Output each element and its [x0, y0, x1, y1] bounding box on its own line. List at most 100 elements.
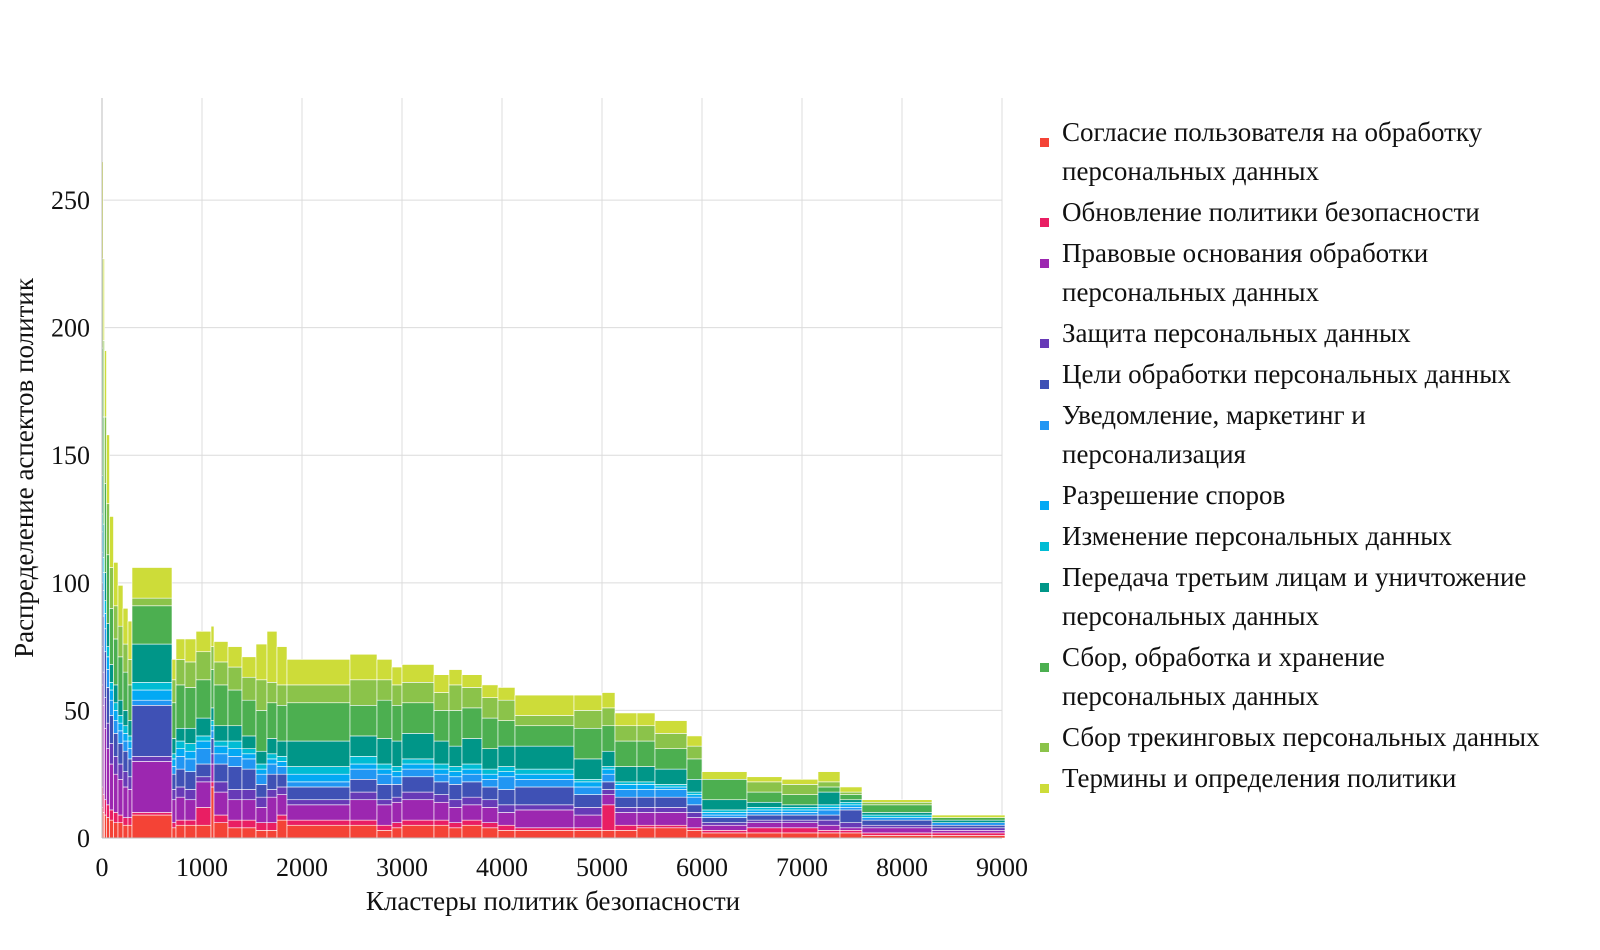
- bar-segment: [746, 812, 783, 816]
- bar-segment: [636, 712, 656, 727]
- bar-segment: [573, 830, 603, 839]
- bar-segment: [117, 656, 124, 701]
- bar-segment: [104, 613, 107, 630]
- bar-segment: [861, 814, 933, 818]
- bar-segment: [746, 801, 783, 808]
- bar-segment: [241, 748, 257, 755]
- legend-swatch: [1040, 663, 1049, 672]
- bar-segment: [931, 814, 1006, 818]
- bar-segment: [686, 830, 703, 839]
- bar-segment: [614, 725, 638, 742]
- bar-cluster: [286, 659, 351, 839]
- bar-segment: [122, 608, 129, 645]
- bar-segment: [497, 830, 516, 839]
- bar-segment: [433, 674, 450, 693]
- bar-segment: [636, 796, 656, 808]
- y-tick-label: 200: [51, 314, 90, 343]
- bar-segment: [171, 702, 177, 739]
- bar-segment: [448, 799, 463, 808]
- bar-segment: [401, 733, 435, 760]
- bar-segment: [376, 830, 393, 839]
- bar-segment: [746, 832, 783, 839]
- bar-segment: [448, 745, 463, 767]
- bar-segment: [213, 753, 229, 765]
- bar-segment: [481, 768, 499, 775]
- bar-segment: [746, 814, 783, 821]
- bar-segment: [601, 789, 616, 795]
- bar-segment: [131, 567, 173, 599]
- bar-segment: [210, 720, 215, 727]
- bar-segment: [601, 794, 616, 806]
- bar-segment: [241, 768, 257, 790]
- bar-segment: [255, 679, 268, 711]
- bar-segment: [266, 753, 278, 760]
- bar-segment: [376, 763, 393, 770]
- bar-segment: [266, 796, 278, 823]
- bar-cluster: [497, 687, 516, 839]
- bar-segment: [227, 819, 243, 829]
- bar-segment: [391, 776, 403, 785]
- legend-item: Термины и определения политики: [1040, 763, 1456, 793]
- bar-segment: [781, 794, 819, 806]
- bar-segment: [861, 817, 933, 821]
- bar-segment: [654, 748, 688, 770]
- legend-swatch: [1040, 259, 1049, 268]
- bar-segment: [113, 733, 119, 757]
- bar-segment: [686, 827, 703, 831]
- x-tick-label: 4000: [476, 853, 528, 882]
- bar-segment: [122, 750, 129, 772]
- bar-segment: [497, 824, 516, 831]
- bar-segment: [171, 679, 177, 704]
- bar-segment: [781, 784, 819, 795]
- bar-segment: [461, 763, 483, 770]
- bar-segment: [448, 771, 463, 778]
- bar-segment: [227, 756, 243, 767]
- bar-segment: [184, 661, 197, 688]
- bar-segment: [701, 824, 748, 831]
- bar-segment: [241, 758, 257, 770]
- bar-segment: [391, 796, 403, 803]
- bar-segment: [701, 799, 748, 811]
- bar-segment: [184, 743, 197, 752]
- bar-segment: [241, 799, 257, 821]
- bar-segment: [106, 434, 110, 505]
- legend-swatch: [1040, 743, 1049, 752]
- bar-segment: [241, 676, 257, 701]
- bar-segment: [131, 643, 173, 683]
- bar-segment: [573, 727, 603, 760]
- bar-segment: [401, 702, 435, 734]
- bar-segment: [113, 756, 119, 775]
- bar-segment: [781, 809, 819, 813]
- bar-segment: [448, 807, 463, 823]
- legend-item: Правовые основания обработки персональных…: [1040, 238, 1428, 307]
- bar-segment: [839, 807, 863, 811]
- bar-segment: [109, 819, 114, 839]
- bar-segment: [448, 669, 463, 686]
- legend-swatch: [1040, 583, 1049, 592]
- bar-segment: [654, 720, 688, 734]
- bar-segment: [255, 773, 268, 785]
- bar-segment: [433, 740, 450, 765]
- y-axis-title: Распределение аспектов политик: [9, 277, 39, 658]
- bar-segment: [514, 768, 575, 775]
- bar-segment: [448, 710, 463, 747]
- bar-segment: [601, 725, 616, 752]
- bar-segment: [175, 659, 186, 686]
- bar-segment: [376, 824, 393, 831]
- bar-segment: [117, 822, 124, 839]
- bar-segment: [391, 822, 403, 829]
- bar-segment: [171, 799, 177, 823]
- bar-segment: [109, 516, 114, 568]
- bar-segment: [122, 643, 129, 673]
- bar-segment: [266, 682, 278, 704]
- bar-segment: [131, 689, 173, 701]
- bar-segment: [175, 796, 186, 821]
- bar-segment: [746, 822, 783, 829]
- bar-segment: [614, 740, 638, 767]
- bar-segment: [433, 794, 450, 803]
- bar-segment: [113, 710, 119, 721]
- legend-swatch: [1040, 542, 1049, 551]
- legend-label: Обновление политики безопасности: [1062, 197, 1480, 227]
- legend-swatch: [1040, 218, 1049, 227]
- x-tick-label: 1000: [176, 853, 228, 882]
